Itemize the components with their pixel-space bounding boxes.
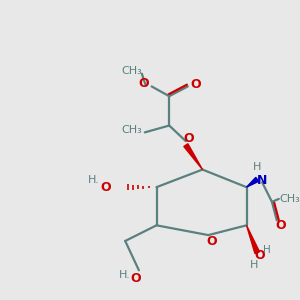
Polygon shape xyxy=(184,144,203,169)
Text: H.: H. xyxy=(88,175,100,185)
Polygon shape xyxy=(247,225,260,254)
Text: CH₃: CH₃ xyxy=(279,194,300,204)
Text: H: H xyxy=(250,260,259,270)
Text: O: O xyxy=(131,272,141,285)
Text: O: O xyxy=(275,219,286,232)
Text: O: O xyxy=(100,181,111,194)
Text: CH₃: CH₃ xyxy=(122,125,142,135)
Text: O: O xyxy=(206,236,217,248)
Text: O: O xyxy=(184,132,194,145)
Text: CH₃: CH₃ xyxy=(122,66,142,76)
Text: O: O xyxy=(139,77,149,90)
Text: O: O xyxy=(190,78,201,91)
Text: O: O xyxy=(254,249,265,262)
Text: N: N xyxy=(257,174,267,187)
Text: H: H xyxy=(263,245,271,255)
Text: H: H xyxy=(253,162,261,172)
Polygon shape xyxy=(247,177,259,187)
Text: H.: H. xyxy=(119,270,131,280)
